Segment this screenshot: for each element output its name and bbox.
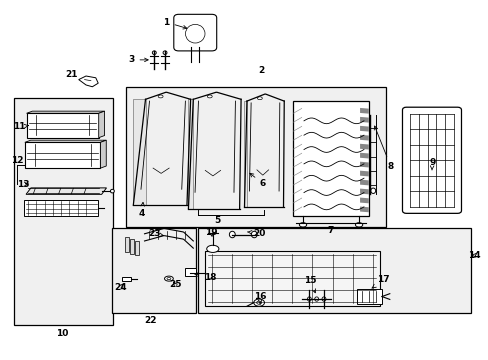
FancyBboxPatch shape xyxy=(173,14,216,51)
Polygon shape xyxy=(24,200,98,216)
Polygon shape xyxy=(293,144,302,149)
Text: 4: 4 xyxy=(139,202,145,218)
Text: 22: 22 xyxy=(144,316,157,325)
Ellipse shape xyxy=(257,97,262,100)
Bar xyxy=(130,239,134,253)
Ellipse shape xyxy=(229,231,235,238)
Bar xyxy=(184,268,195,276)
Polygon shape xyxy=(359,117,368,123)
Bar xyxy=(125,237,129,252)
Polygon shape xyxy=(133,99,145,205)
Bar xyxy=(14,98,113,325)
Polygon shape xyxy=(293,162,302,167)
FancyBboxPatch shape xyxy=(402,107,461,213)
Text: 21: 21 xyxy=(65,70,78,79)
Text: 19: 19 xyxy=(204,228,217,237)
Polygon shape xyxy=(293,171,302,176)
Ellipse shape xyxy=(185,24,204,43)
Ellipse shape xyxy=(253,299,264,306)
Text: 9: 9 xyxy=(428,158,434,170)
Ellipse shape xyxy=(110,189,114,193)
Ellipse shape xyxy=(355,223,362,227)
Polygon shape xyxy=(293,126,302,132)
Ellipse shape xyxy=(166,278,170,280)
Polygon shape xyxy=(359,180,368,185)
Polygon shape xyxy=(359,162,368,167)
Polygon shape xyxy=(293,153,302,158)
Bar xyxy=(198,228,470,313)
Bar xyxy=(112,228,195,313)
Polygon shape xyxy=(26,113,99,138)
Ellipse shape xyxy=(314,297,318,301)
Text: 23: 23 xyxy=(148,229,163,238)
Ellipse shape xyxy=(163,51,166,54)
Text: 16: 16 xyxy=(253,292,266,304)
Polygon shape xyxy=(359,171,368,176)
Polygon shape xyxy=(79,76,98,87)
Polygon shape xyxy=(26,111,104,113)
Polygon shape xyxy=(359,189,368,194)
Bar xyxy=(135,241,139,255)
Ellipse shape xyxy=(207,95,212,98)
Polygon shape xyxy=(293,180,302,185)
Text: 2: 2 xyxy=(258,66,264,75)
Polygon shape xyxy=(99,111,104,138)
Bar xyxy=(204,251,379,306)
Text: 3: 3 xyxy=(128,55,148,64)
Polygon shape xyxy=(26,188,106,194)
Text: 12: 12 xyxy=(11,156,23,165)
Polygon shape xyxy=(188,99,193,209)
Polygon shape xyxy=(293,108,302,114)
Text: 17: 17 xyxy=(371,275,389,288)
Polygon shape xyxy=(25,140,106,142)
Polygon shape xyxy=(359,108,368,114)
Text: 25: 25 xyxy=(169,280,181,289)
Text: 1: 1 xyxy=(163,18,186,29)
Text: 6: 6 xyxy=(249,173,265,188)
Polygon shape xyxy=(293,207,302,212)
Polygon shape xyxy=(293,189,302,194)
Text: 15: 15 xyxy=(304,276,316,293)
Polygon shape xyxy=(293,117,302,123)
Polygon shape xyxy=(244,101,246,207)
Polygon shape xyxy=(25,142,100,168)
Ellipse shape xyxy=(307,297,311,301)
Bar xyxy=(293,101,368,216)
Ellipse shape xyxy=(251,231,257,238)
Ellipse shape xyxy=(152,51,156,54)
Text: 8: 8 xyxy=(373,126,393,171)
Text: 11: 11 xyxy=(13,122,28,131)
Ellipse shape xyxy=(206,245,219,252)
Text: 18: 18 xyxy=(194,273,216,282)
Polygon shape xyxy=(359,198,368,203)
Polygon shape xyxy=(359,135,368,140)
Polygon shape xyxy=(359,144,368,149)
Text: 20: 20 xyxy=(247,229,265,238)
Ellipse shape xyxy=(164,276,173,281)
Polygon shape xyxy=(359,207,368,212)
Text: 10: 10 xyxy=(56,329,69,338)
Text: 24: 24 xyxy=(114,283,126,292)
Polygon shape xyxy=(100,140,106,168)
Ellipse shape xyxy=(299,223,306,227)
Bar xyxy=(356,289,381,304)
Polygon shape xyxy=(359,153,368,158)
Text: 14: 14 xyxy=(468,251,480,260)
Ellipse shape xyxy=(158,95,163,98)
Polygon shape xyxy=(359,126,368,132)
Ellipse shape xyxy=(322,297,325,301)
Polygon shape xyxy=(293,135,302,140)
Text: 13: 13 xyxy=(17,180,29,189)
Polygon shape xyxy=(293,198,302,203)
Text: 5: 5 xyxy=(214,216,221,225)
Bar xyxy=(126,87,385,226)
Ellipse shape xyxy=(370,188,375,193)
Ellipse shape xyxy=(256,301,261,304)
Bar xyxy=(122,277,131,281)
Text: 7: 7 xyxy=(327,226,334,235)
